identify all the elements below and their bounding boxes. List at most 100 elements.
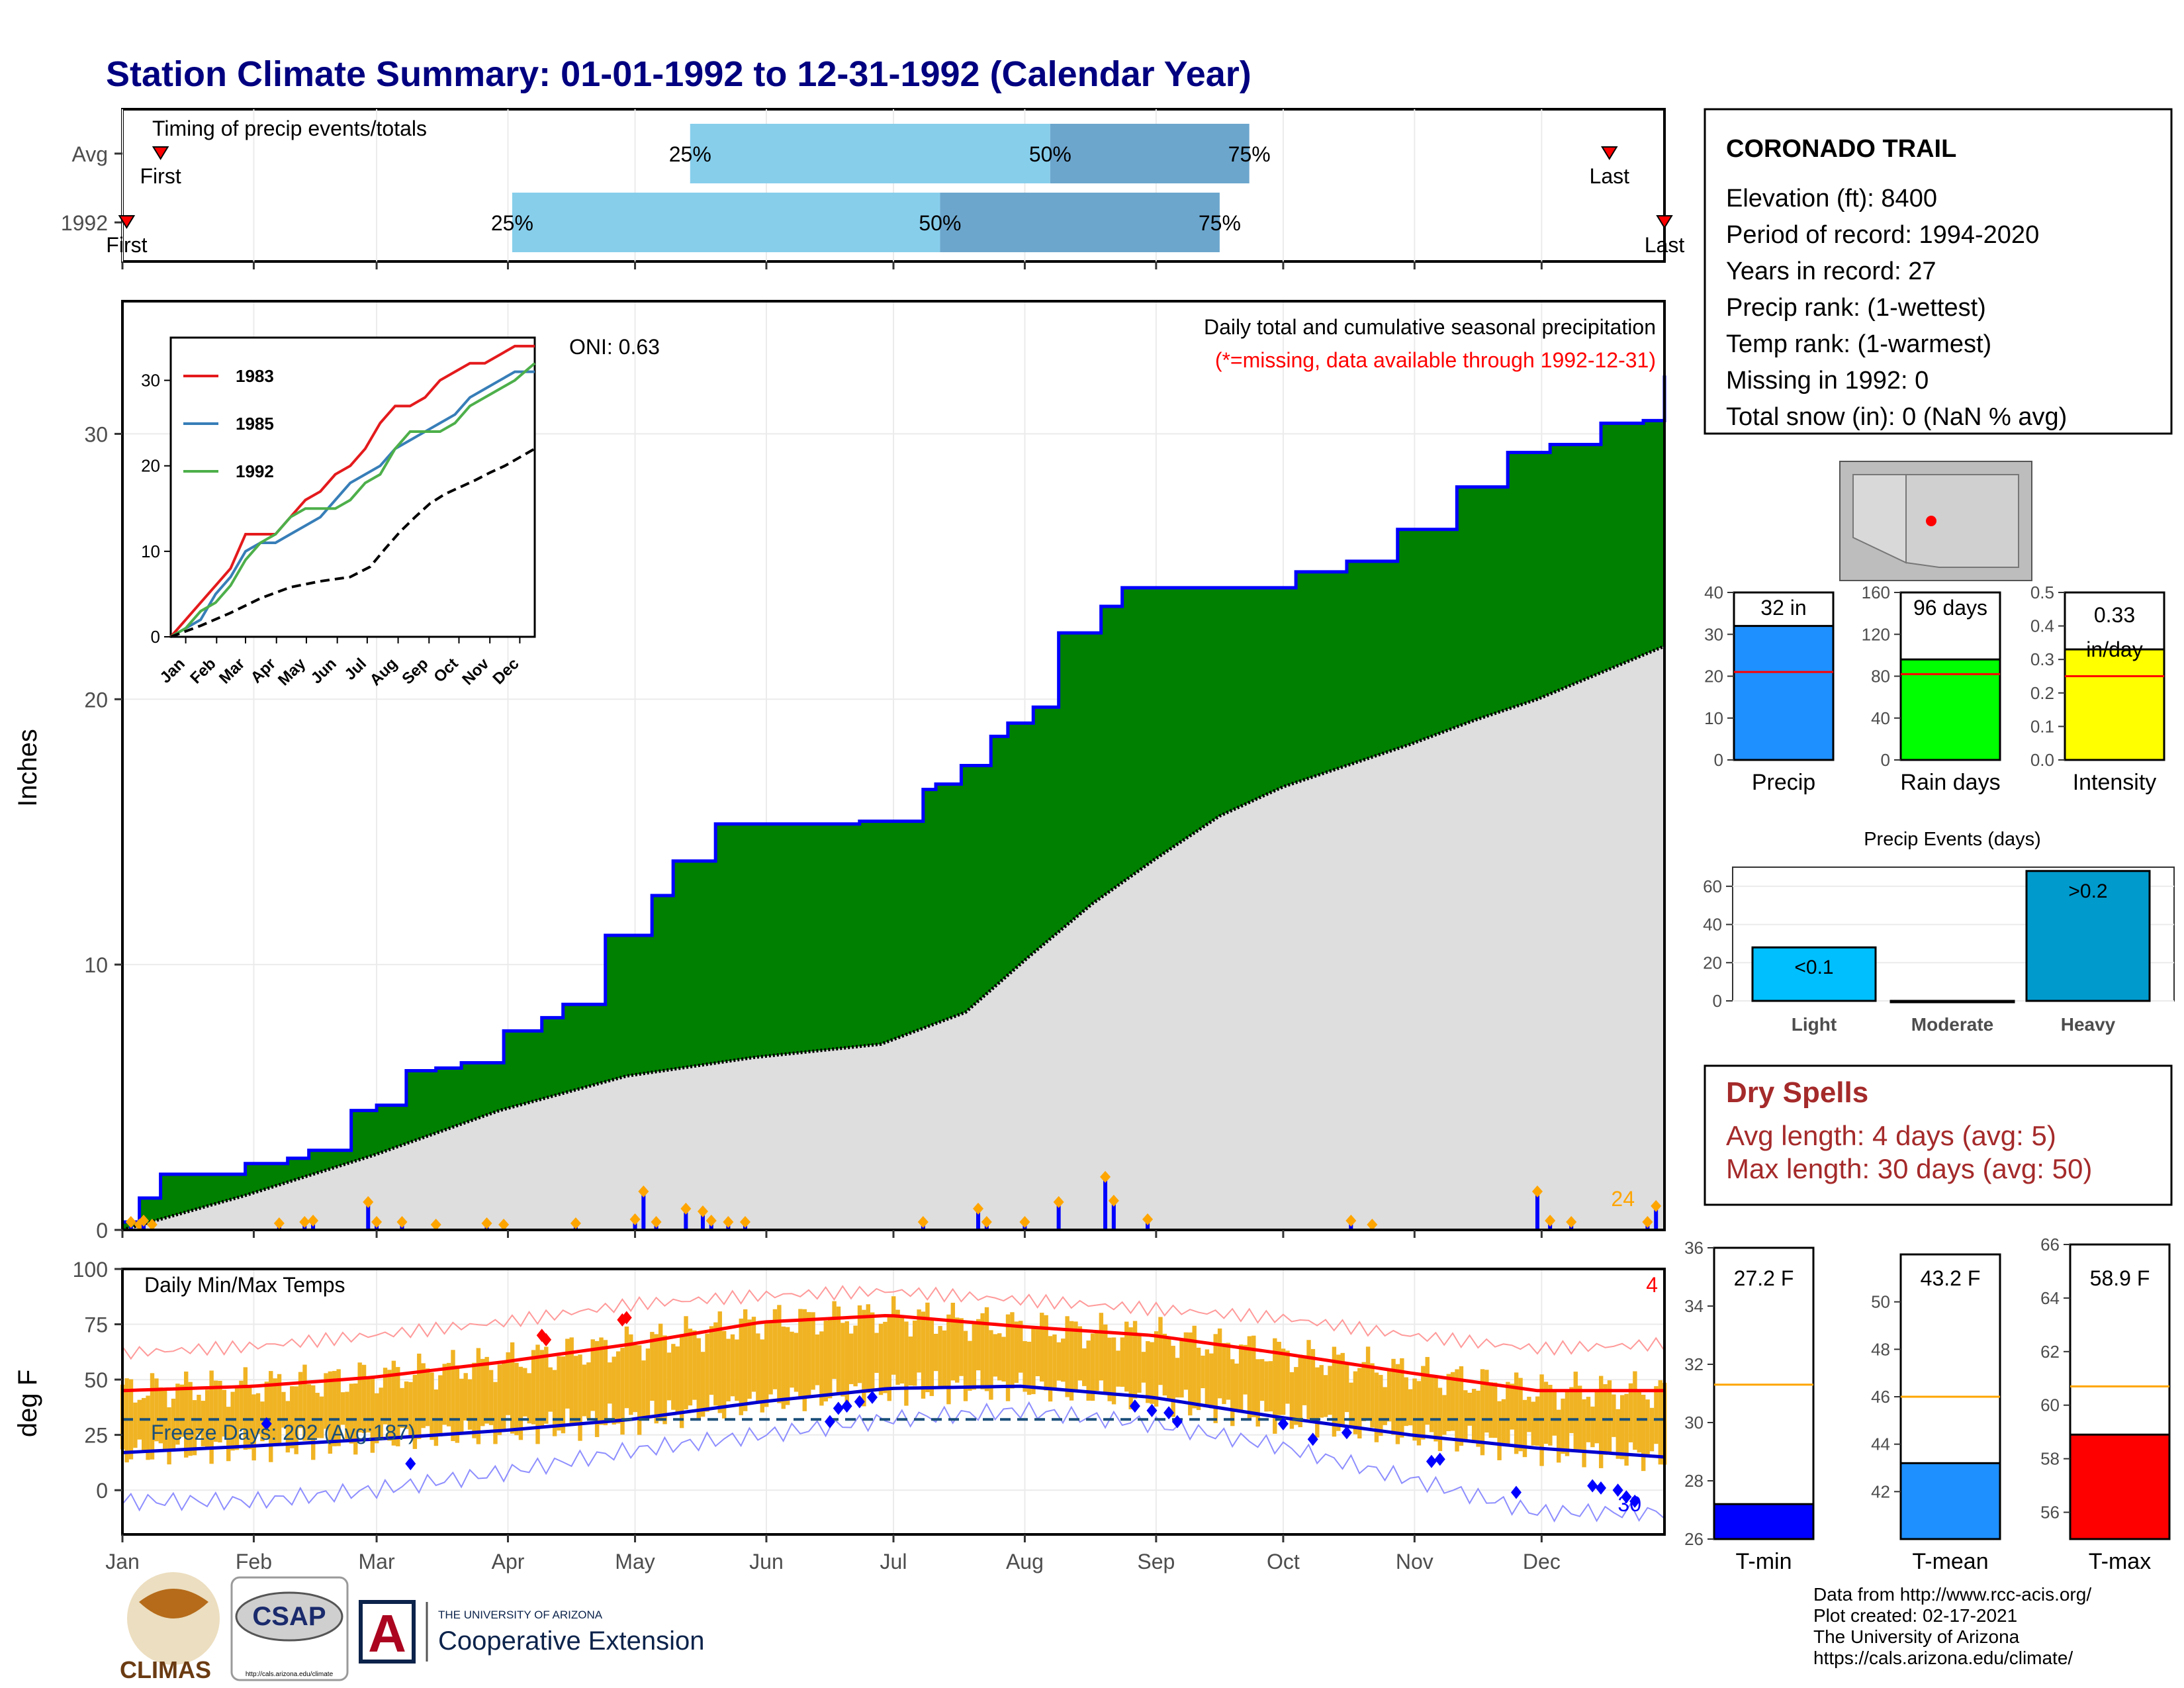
precip-event-bar-label: <0.1 bbox=[1794, 957, 1833, 978]
station-name: CORONADO TRAIL bbox=[1726, 135, 1956, 163]
daily-temp-bar bbox=[934, 1333, 938, 1372]
record-low-marker bbox=[1595, 1481, 1606, 1495]
daily-temp-bar bbox=[1061, 1338, 1066, 1382]
daily-temp-bar bbox=[993, 1334, 998, 1377]
daily-precip-marker bbox=[308, 1214, 319, 1227]
daily-temp-bar bbox=[1026, 1341, 1032, 1395]
daily-temp-bar bbox=[1175, 1358, 1180, 1398]
daily-temp-bar bbox=[1619, 1395, 1625, 1460]
daily-temp-bar bbox=[243, 1367, 248, 1450]
daily-temp-bar bbox=[438, 1375, 443, 1436]
dry-spells-box bbox=[1704, 1064, 2173, 1206]
daily-temp-bar bbox=[823, 1320, 828, 1402]
daily-temp-bar bbox=[539, 1350, 545, 1426]
daily-temp-bar bbox=[1374, 1372, 1379, 1442]
daily-temp-bar bbox=[188, 1382, 193, 1456]
temp-mean-x-label: T-min bbox=[1736, 1549, 1792, 1574]
daily-temp-bar bbox=[1294, 1367, 1298, 1425]
daily-temp-bar bbox=[1480, 1369, 1485, 1456]
daily-temp-bar bbox=[1319, 1365, 1324, 1418]
daily-temp-bar bbox=[1150, 1342, 1154, 1404]
daily-temp-bar bbox=[561, 1356, 566, 1434]
events-y-tick-label: 0 bbox=[1713, 991, 1722, 1011]
daily-temp-bar bbox=[929, 1320, 934, 1396]
record-low-marker bbox=[1434, 1452, 1445, 1466]
month-tick-label: Mar bbox=[359, 1550, 395, 1573]
daily-temp-bar bbox=[451, 1350, 455, 1441]
daily-temp-bar bbox=[1344, 1362, 1349, 1413]
daily-temp-bar bbox=[785, 1327, 790, 1405]
daily-precip-marker bbox=[1053, 1196, 1064, 1208]
total-y-tick-label: 0.5 bbox=[2030, 583, 2054, 602]
ua-logo-big-text: Cooperative Extension bbox=[438, 1626, 704, 1656]
daily-temp-bar bbox=[1095, 1331, 1099, 1391]
daily-temp-bar bbox=[417, 1353, 422, 1439]
daily-temp-bar bbox=[197, 1395, 201, 1434]
daily-temp-bar bbox=[1645, 1399, 1650, 1456]
credit-line: Plot created: 02-17-2021 bbox=[1813, 1605, 2017, 1626]
daily-temp-bar bbox=[853, 1325, 858, 1387]
inset-y-tick-label: 30 bbox=[141, 371, 160, 391]
precip-event-bar-label: >0.2 bbox=[2068, 880, 2107, 902]
daily-precip-marker bbox=[739, 1215, 751, 1228]
daily-precip-bar bbox=[1103, 1176, 1108, 1230]
daily-temp-bar bbox=[222, 1389, 227, 1437]
daily-temp-bar bbox=[383, 1368, 388, 1425]
daily-temp-bar bbox=[781, 1326, 786, 1409]
daily-temp-bar bbox=[218, 1380, 222, 1443]
record-low-marker bbox=[824, 1415, 835, 1429]
record-low-marker bbox=[1621, 1490, 1632, 1504]
daily-temp-bar bbox=[735, 1339, 739, 1401]
daily-temp-bar bbox=[1492, 1382, 1498, 1438]
daily-temp-bar bbox=[815, 1334, 820, 1385]
daily-temp-bar bbox=[1099, 1313, 1104, 1381]
daily-temp-bar bbox=[1421, 1366, 1426, 1440]
station-info-line: Missing in 1992: 0 bbox=[1726, 367, 1929, 395]
daily-temp-bar bbox=[1522, 1399, 1527, 1458]
daily-precip-marker bbox=[146, 1218, 158, 1231]
precip-y-axis-title: Inches bbox=[13, 729, 42, 807]
daily-temp-bar bbox=[1073, 1321, 1078, 1391]
daily-temp-bar bbox=[633, 1344, 637, 1413]
daily-temp-bar bbox=[862, 1309, 866, 1407]
daily-temp-bar bbox=[167, 1407, 171, 1465]
daily-temp-bar bbox=[1590, 1406, 1595, 1448]
daily-temp-bar bbox=[620, 1348, 625, 1435]
last-event-label: Last bbox=[1590, 164, 1630, 188]
timing-label-25: 25% bbox=[491, 211, 533, 235]
daily-temp-bar bbox=[328, 1371, 333, 1454]
daily-temp-bar bbox=[666, 1352, 672, 1401]
daily-temp-bar bbox=[396, 1367, 400, 1446]
daily-temp-bar bbox=[205, 1389, 210, 1450]
month-tick-label: Sep bbox=[1137, 1550, 1175, 1573]
daily-temp-bar bbox=[841, 1323, 845, 1397]
record-tmax-line bbox=[122, 1285, 1665, 1360]
daily-temp-bar bbox=[1273, 1338, 1277, 1434]
timing-bar-50-75 bbox=[1050, 124, 1250, 183]
daily-precip-marker bbox=[1100, 1170, 1111, 1183]
daily-temp-bar bbox=[1336, 1354, 1341, 1431]
daily-precip-marker bbox=[1367, 1218, 1378, 1231]
temp-mean-y-tick-label: 44 bbox=[1871, 1434, 1890, 1454]
daily-temp-bar bbox=[370, 1378, 375, 1453]
daily-temp-bar bbox=[608, 1362, 612, 1404]
total-y-tick-label: 40 bbox=[1871, 708, 1890, 728]
daily-temp-bar bbox=[1565, 1389, 1570, 1456]
daily-temp-bar bbox=[239, 1380, 244, 1430]
month-tick-label: Jun bbox=[749, 1550, 784, 1573]
daily-temp-bar bbox=[917, 1309, 921, 1373]
daily-temp-bar bbox=[1192, 1325, 1197, 1409]
timing-label-75: 75% bbox=[1228, 142, 1271, 166]
daily-temp-bar bbox=[1141, 1352, 1146, 1383]
total-y-tick-label: 0 bbox=[1714, 750, 1723, 770]
daily-precip-bar bbox=[641, 1191, 646, 1230]
daily-temp-bar bbox=[641, 1360, 646, 1418]
daily-temp-bar bbox=[658, 1323, 663, 1421]
daily-temp-bar bbox=[878, 1323, 884, 1395]
daily-temp-bar bbox=[467, 1379, 473, 1430]
daily-temp-bar bbox=[459, 1378, 464, 1434]
total-y-tick-label: 10 bbox=[1704, 708, 1723, 728]
daily-temp-bar bbox=[379, 1387, 383, 1437]
daily-temp-bar bbox=[1408, 1389, 1413, 1426]
daily-precip-bar bbox=[1654, 1205, 1659, 1230]
